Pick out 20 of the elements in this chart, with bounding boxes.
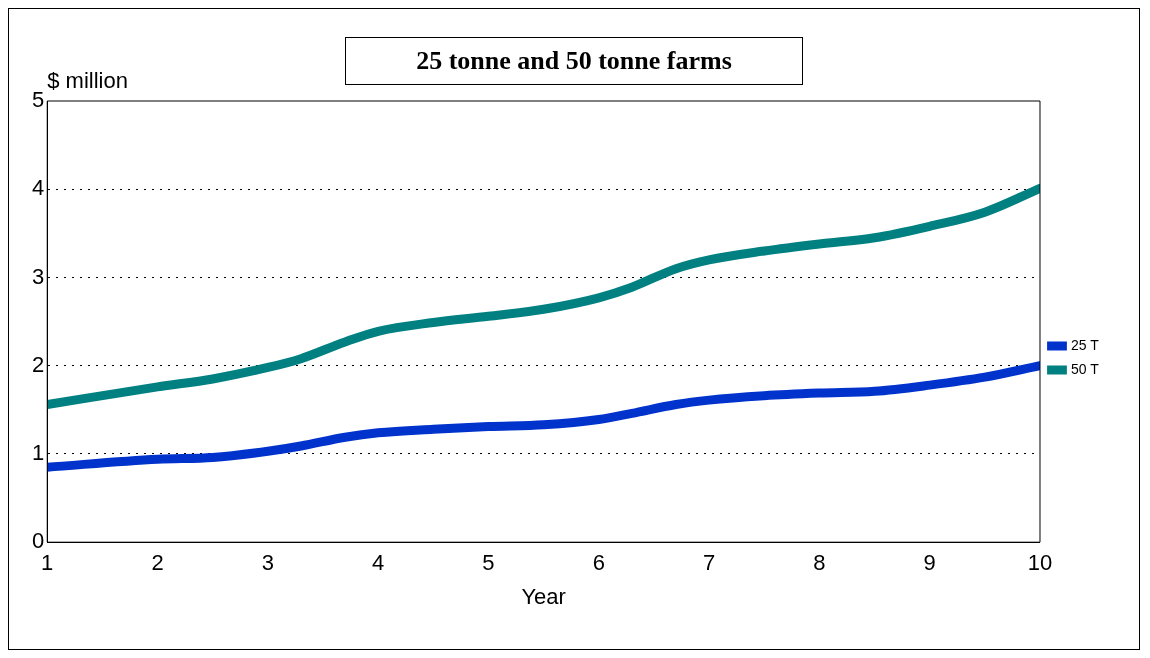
x-tick-label: 5 [482,550,495,576]
y-tick-label: 5 [31,87,45,113]
x-tick-label: 3 [261,550,274,576]
x-tick-label: 7 [702,550,716,576]
legend-label: 50 T [1070,360,1100,377]
y-tick-label: 0 [31,528,45,554]
x-tick-label: 2 [151,550,164,576]
x-tick-label: 4 [372,550,385,576]
y-axis-title: $ million [47,68,128,94]
x-tick-label: 6 [592,550,605,576]
chart-title: 25 tonne and 50 tonne farms [345,37,803,85]
x-tick-label: 10 [1027,550,1053,576]
y-tick-label: 2 [31,351,45,377]
y-tick-label: 3 [31,263,45,289]
y-tick-label: 1 [31,440,45,466]
y-tick-label: 4 [31,175,45,201]
legend-label: 25 T [1070,336,1100,353]
x-tick-label: 9 [923,550,936,576]
x-tick-label: 8 [813,550,826,576]
x-axis-title: Year [521,583,566,609]
